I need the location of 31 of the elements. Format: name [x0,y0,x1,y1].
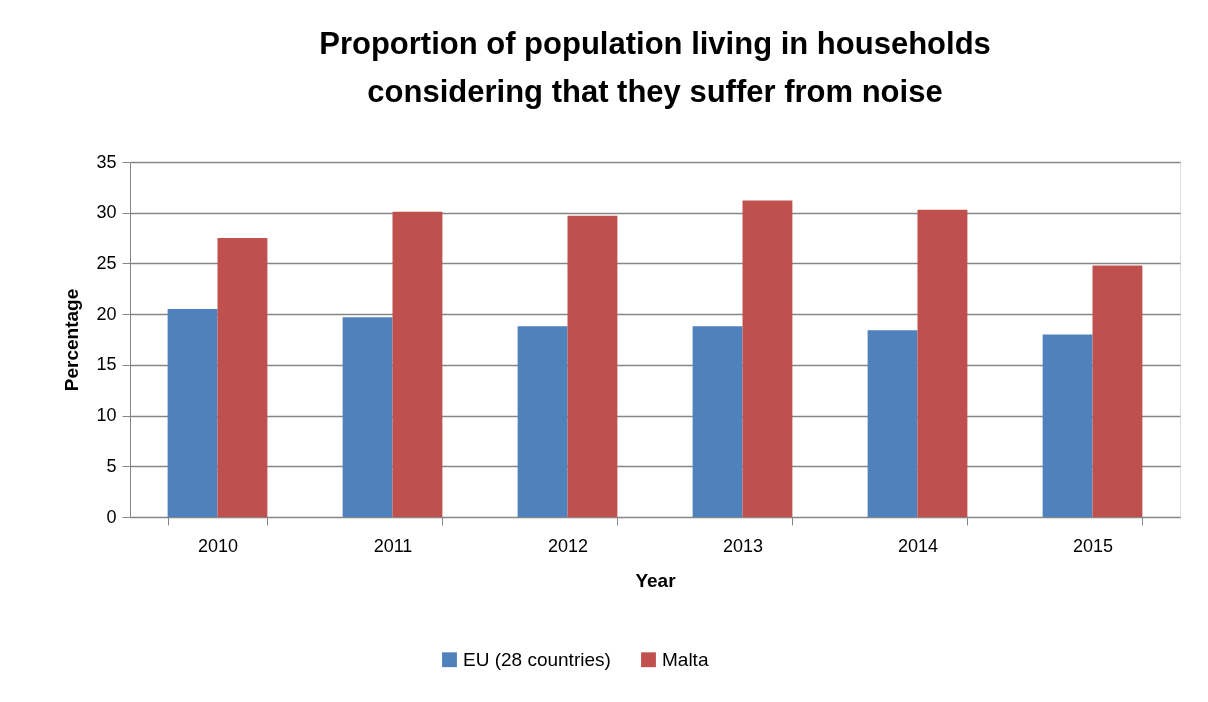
bar [692,326,743,517]
bar [1092,265,1143,517]
x-tick-label: 2011 [373,535,413,556]
bar [917,209,968,517]
bar [567,215,618,517]
bar [167,309,218,517]
x-tick-label: 2012 [547,535,589,556]
x-tick-label: 2010 [197,535,239,556]
y-tick-label: 15 [96,354,117,375]
chart-title: Proportion of population living in households considering that they suffer from noise [319,26,991,109]
y-tick-label: 25 [96,252,117,273]
y-axis-title: Percentage [61,288,83,392]
y-tick-label: 30 [96,202,117,223]
bar [742,200,793,517]
legend-label: Malta [662,648,709,670]
y-tick-label: 10 [96,405,117,426]
y-tick-label: 20 [96,303,117,324]
y-tick-label: 35 [96,151,117,172]
bar [867,330,918,517]
bar [217,238,268,517]
legend-label: EU (28 countries) [463,648,611,670]
bar [342,317,393,517]
bar [1042,334,1093,517]
bar [517,326,568,517]
x-tick-label: 2015 [1072,535,1114,556]
x-tick-label: 2014 [897,535,939,556]
y-tick-label: 0 [106,506,117,527]
x-tick-label: 2013 [722,535,764,556]
bar [392,211,443,517]
y-tick-label: 5 [106,455,117,476]
x-axis-title: Year [635,569,677,591]
